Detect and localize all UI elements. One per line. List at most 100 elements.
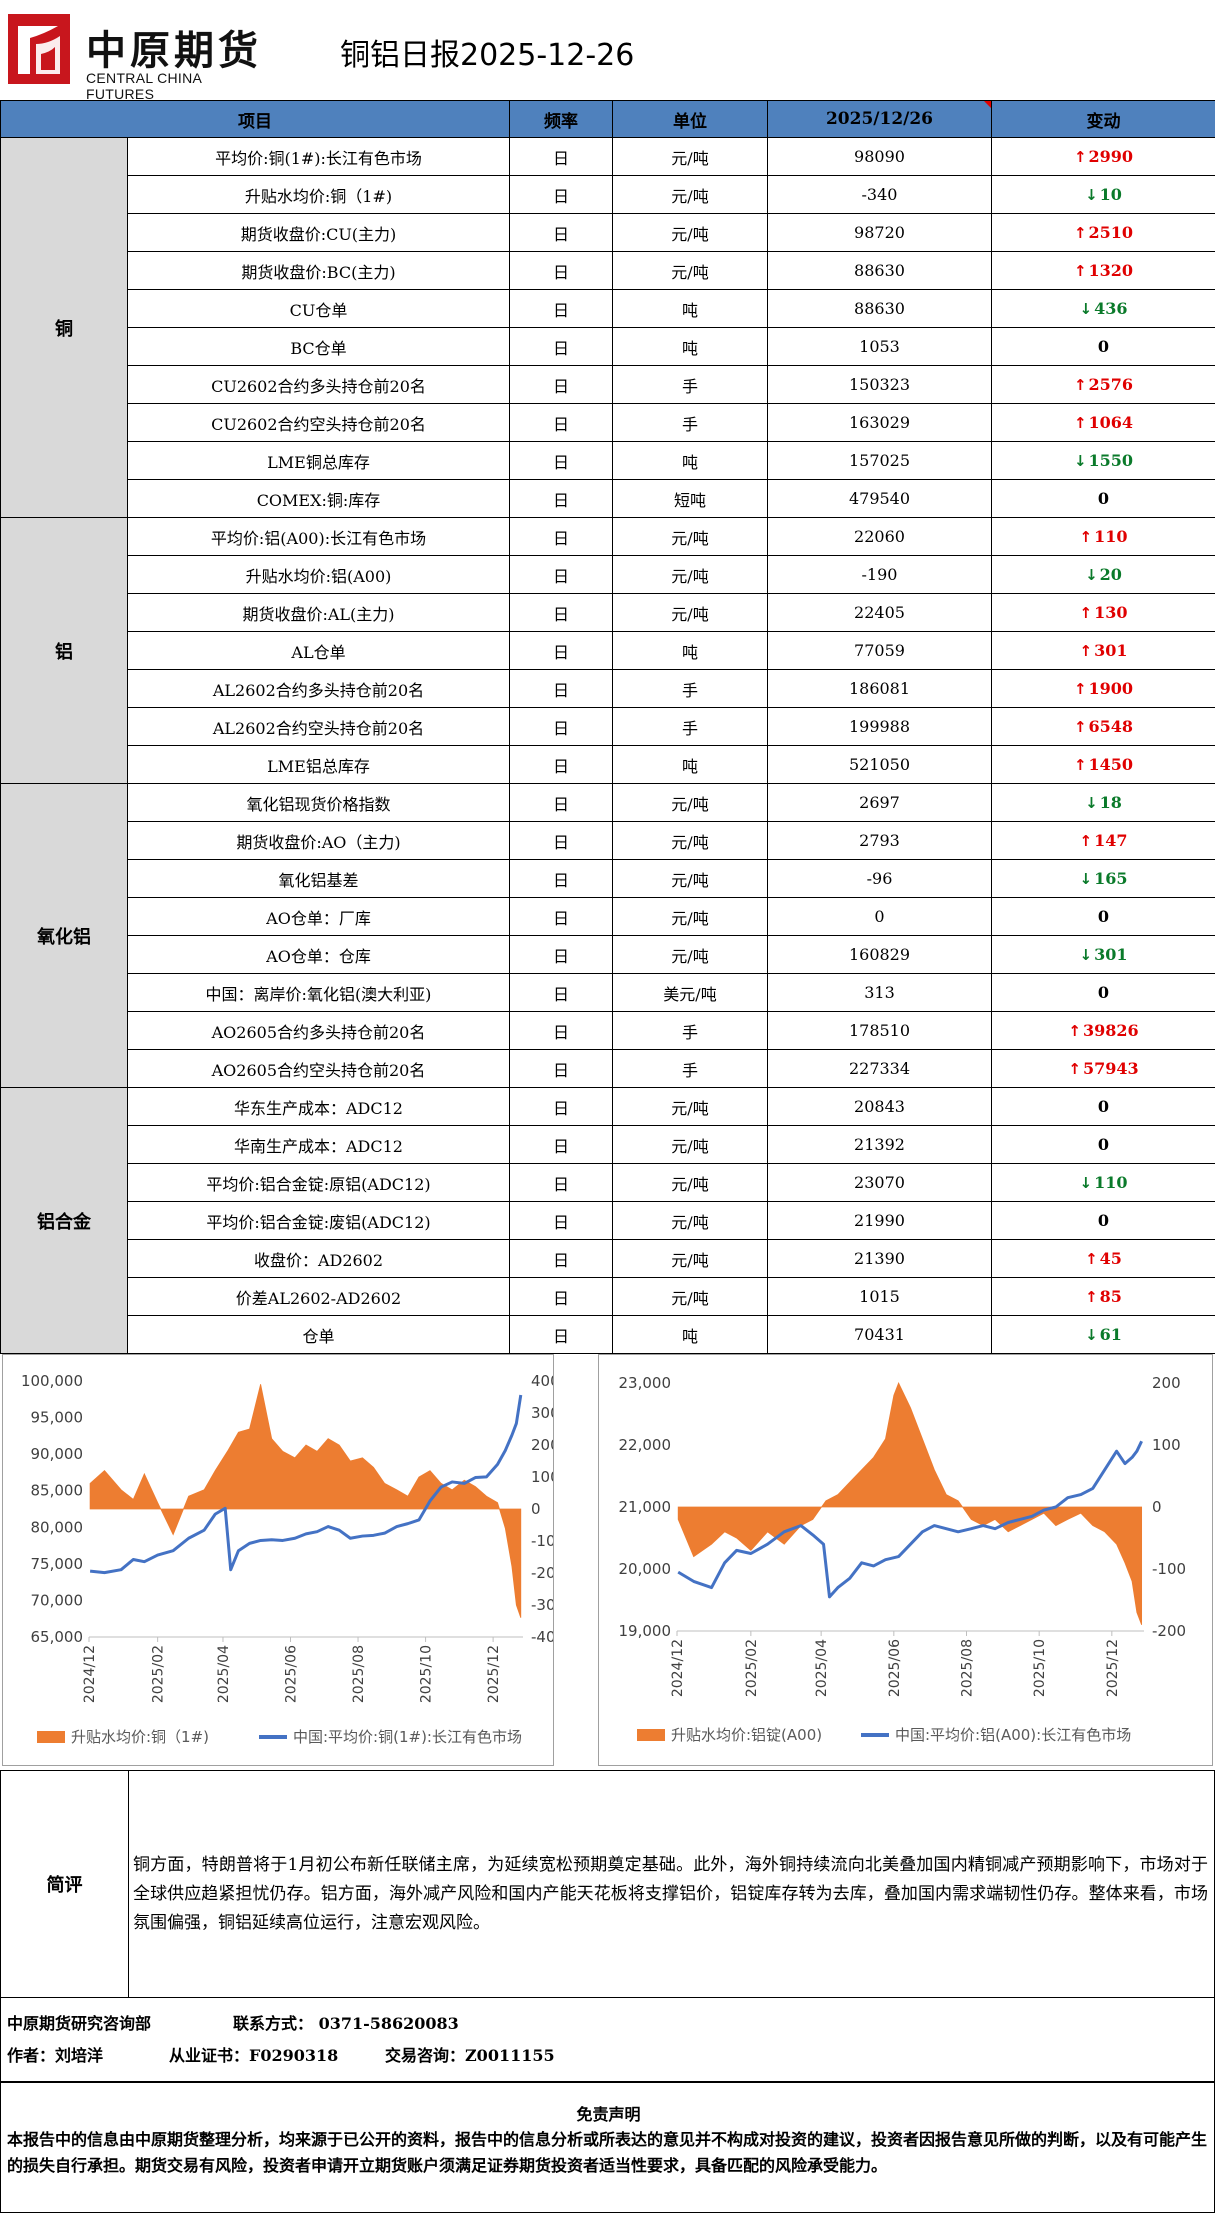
frequency-cell: 日 [509, 403, 613, 442]
change-value: 85 [1099, 1287, 1122, 1306]
arrow-up-icon: ↑ [1079, 832, 1093, 850]
item-cell: LME铝总库存 [127, 745, 510, 784]
table-row: 期货收盘价:AO（主力) 日元/吨 2793 ↑ 147 [1, 821, 1215, 860]
table-row: AL2602合约空头持仓前20名日手 199988 ↑ 6548 [1, 707, 1215, 746]
change-value: 1550 [1088, 451, 1134, 470]
logo-chinese-name: 中原期货 [86, 28, 262, 74]
value-cell: 22405 [767, 593, 992, 632]
unit-cell: 元/吨 [612, 1277, 768, 1316]
y-right-tick-label: -100 [531, 1532, 553, 1550]
arrow-down-icon: ↓ [1079, 870, 1093, 888]
value-cell: 178510 [767, 1011, 992, 1050]
item-cell: 平均价:铜(1#):长江有色市场 [127, 137, 510, 176]
table-row: AO2605合约多头持仓前20名日手 178510 ↑ 39826 [1, 1011, 1215, 1050]
report-header: 中原期货 CENTRAL CHINA FUTURES 铜铝日报2025-12-2… [0, 0, 1215, 102]
change-value: 130 [1094, 603, 1128, 622]
unit-cell: 元/吨 [612, 1163, 768, 1202]
arrow-up-icon: ↑ [1068, 1022, 1081, 1040]
y-right-tick-label: -300 [531, 1596, 553, 1614]
x-tick-label: 2024/12 [82, 1645, 98, 1703]
change-value: 0 [1097, 1211, 1110, 1230]
item-cell: CU2602合约多头持仓前20名 [127, 365, 510, 404]
item-cell: 中国：离岸价:氧化铝(澳大利亚) [127, 973, 510, 1012]
unit-cell: 手 [612, 403, 768, 442]
frequency-cell: 日 [509, 897, 613, 936]
unit-cell: 元/吨 [612, 821, 768, 860]
y-right-tick-label: 400 [531, 1372, 553, 1390]
x-tick-label: 2025/02 [744, 1639, 760, 1697]
table-row: 期货收盘价:AL(主力) 日元/吨 22405 ↑ 130 [1, 593, 1215, 632]
change-value: 1320 [1088, 261, 1134, 280]
item-cell: 平均价:铝(A00):长江有色市场 [127, 517, 510, 556]
arrow-up-icon: ↑ [1085, 1250, 1098, 1268]
x-tick-label: 2025/06 [284, 1645, 300, 1703]
frequency-cell: 日 [509, 137, 613, 176]
legend-swatch-premium [37, 1731, 65, 1743]
unit-cell: 元/吨 [612, 1239, 768, 1278]
y-right-tick-label: 0 [1152, 1498, 1162, 1516]
y-right-tick-label: -100 [1152, 1560, 1186, 1578]
change-cell: ↑ 1900 [991, 669, 1215, 708]
frequency-cell: 日 [509, 631, 613, 670]
change-value: 1900 [1088, 679, 1134, 698]
item-cell: CU仓单 [127, 289, 510, 328]
change-cell: 0 [991, 1201, 1215, 1240]
item-cell: 期货收盘价:AL(主力) [127, 593, 510, 632]
change-cell: ↓ 301 [991, 935, 1215, 974]
item-cell: 期货收盘价:AO（主力) [127, 821, 510, 860]
contact-info: 中原期货研究咨询部 联系方式： 0371-58620083 作者：刘培洋 从业证… [0, 1998, 1215, 2082]
premium-area-series [89, 1384, 522, 1618]
frequency-cell: 日 [509, 821, 613, 860]
table-row: 铝平均价:铝(A00):长江有色市场日元/吨 22060 ↑ 110 [0, 517, 1215, 784]
y-right-tick-label: 200 [1152, 1374, 1181, 1392]
change-value: 301 [1094, 945, 1128, 964]
value-cell: 1053 [767, 327, 992, 366]
x-tick-label: 2025/10 [419, 1645, 435, 1703]
frequency-cell: 日 [509, 935, 613, 974]
arrow-up-icon: ↑ [1068, 1060, 1081, 1078]
value-cell: -96 [767, 859, 992, 898]
item-cell: AO2605合约多头持仓前20名 [127, 1011, 510, 1050]
value-cell: 21990 [767, 1201, 992, 1240]
item-cell: AL2602合约多头持仓前20名 [127, 669, 510, 708]
header-change: 变动 [991, 100, 1215, 138]
change-value: 1450 [1088, 755, 1134, 774]
table-row: AO仓单：厂库日元/吨 0 0 [1, 897, 1215, 936]
value-cell: 2793 [767, 821, 992, 860]
arrow-up-icon: ↑ [1073, 224, 1087, 242]
table-row: AL2602合约多头持仓前20名日手 186081 ↑ 1900 [1, 669, 1215, 708]
item-cell: 收盘价：AD2602 [127, 1239, 510, 1278]
report-title: 铜铝日报2025-12-26 [340, 38, 635, 73]
y-left-tick-label: 20,000 [619, 1560, 672, 1578]
table-row: BC仓单日吨 1053 0 [1, 327, 1215, 366]
table-row: CU仓单日吨 88630 ↓ 436 [1, 289, 1215, 328]
change-value: 57943 [1082, 1059, 1139, 1078]
frequency-cell: 日 [509, 175, 613, 214]
x-tick-label: 2025/08 [959, 1639, 975, 1697]
table-body: 铜平均价:铜(1#):长江有色市场日元/吨 98090 ↑ 2990 升贴水均价:铜（1… [0, 137, 1215, 1354]
value-cell: 88630 [767, 289, 992, 328]
change-cell: ↑ 110 [991, 517, 1215, 556]
legend-label-premium: 升贴水均价:铝锭(A00) [671, 1726, 822, 1744]
unit-cell: 元/吨 [612, 897, 768, 936]
y-right-tick-label: 100 [1152, 1436, 1181, 1454]
item-cell: AO仓单：厂库 [127, 897, 510, 936]
table-row: 华南生产成本：ADC12 日元/吨 21392 0 [1, 1125, 1215, 1164]
y-right-tick-label: -200 [1152, 1622, 1186, 1640]
x-tick-label: 2025/08 [351, 1645, 367, 1703]
unit-cell: 元/吨 [612, 783, 768, 822]
x-tick-label: 2025/12 [1105, 1639, 1121, 1697]
change-cell: ↑ 1320 [991, 251, 1215, 290]
value-cell: 521050 [767, 745, 992, 784]
unit-cell: 元/吨 [612, 593, 768, 632]
category-cell: 铜 [0, 137, 128, 518]
value-cell: 77059 [767, 631, 992, 670]
change-value: 1064 [1088, 413, 1134, 432]
change-value: 436 [1094, 299, 1128, 318]
price-line-series [677, 1440, 1143, 1599]
item-cell: COMEX:铜:库存 [127, 479, 510, 518]
unit-cell: 元/吨 [612, 555, 768, 594]
value-cell: 0 [767, 897, 992, 936]
change-value: 110 [1094, 1173, 1128, 1192]
value-cell: 98090 [767, 137, 992, 176]
